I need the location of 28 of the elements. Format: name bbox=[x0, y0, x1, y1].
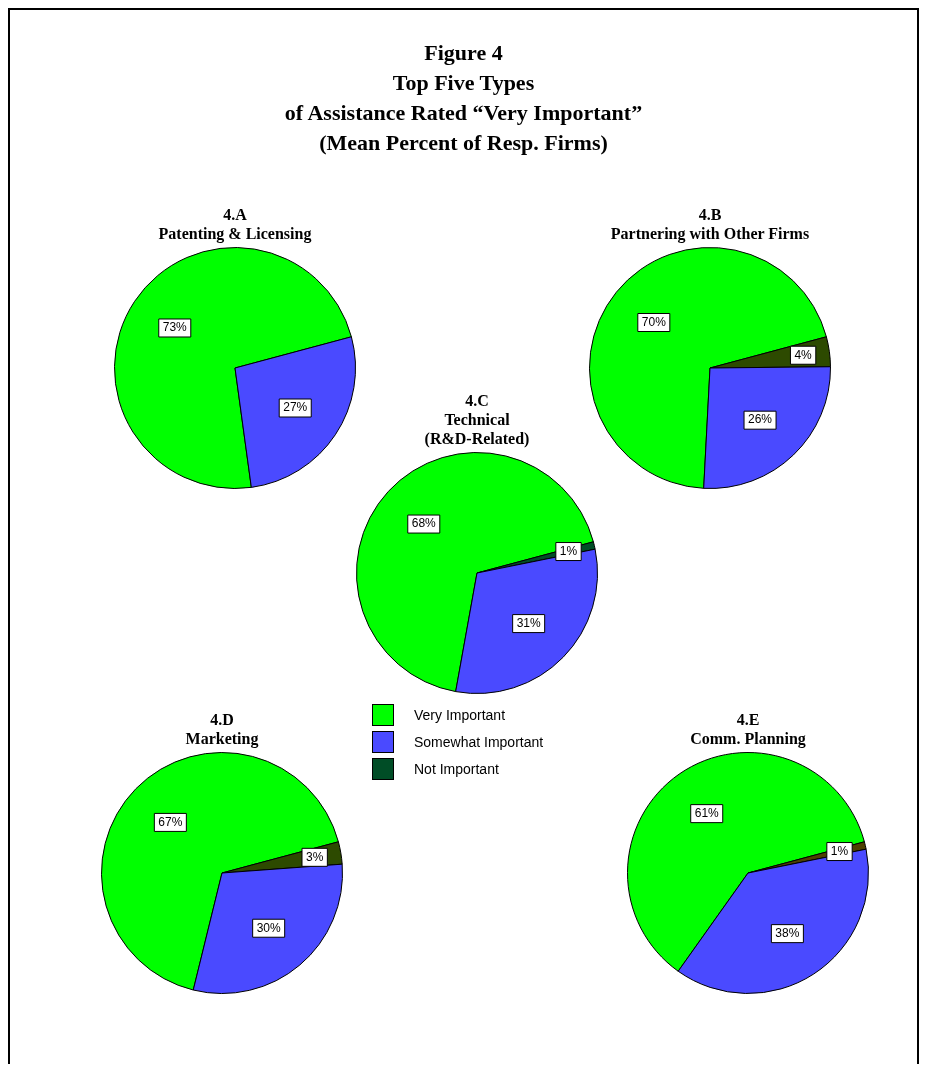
data-label: 61% bbox=[694, 805, 720, 820]
chart-subtitle: Marketing bbox=[184, 729, 260, 748]
chart-title: 4.A bbox=[222, 205, 248, 224]
chart-subtitle: Partnering with Other Firms bbox=[609, 224, 811, 243]
data-label: 67% bbox=[158, 814, 183, 829]
data-label: 4% bbox=[794, 347, 813, 362]
chart-title: 4.C bbox=[464, 391, 490, 410]
chart-subtitle: Patenting & Licensing bbox=[157, 224, 313, 243]
data-label: 68% bbox=[411, 516, 437, 531]
text: Figure 4 Top Five Types of Assistance Rated “Very Important” (Mean Percent of Resp. Firms) bbox=[283, 39, 644, 157]
legend-label: Not Important bbox=[414, 760, 499, 777]
data-label: 73% bbox=[162, 320, 188, 335]
data-label: 30% bbox=[256, 920, 281, 935]
legend-label: Very Important bbox=[414, 706, 506, 723]
legend-label: Somewhat Important bbox=[414, 733, 544, 750]
data-label: 31% bbox=[516, 615, 541, 630]
data-label: 26% bbox=[748, 412, 773, 427]
data-label: 1% bbox=[830, 843, 849, 858]
chart-title: 4.D bbox=[209, 710, 235, 729]
chart-subtitle: Technical (R&D-Related) bbox=[423, 410, 531, 448]
chart-title: 4.B bbox=[697, 205, 723, 224]
data-label: 3% bbox=[306, 849, 324, 864]
data-label: 27% bbox=[283, 400, 308, 415]
chart-subtitle: Comm. Planning bbox=[689, 729, 807, 748]
chart-title: 4.E bbox=[735, 710, 761, 729]
data-label: 38% bbox=[775, 925, 800, 940]
data-label: 70% bbox=[641, 314, 667, 329]
data-label: 1% bbox=[559, 543, 578, 558]
